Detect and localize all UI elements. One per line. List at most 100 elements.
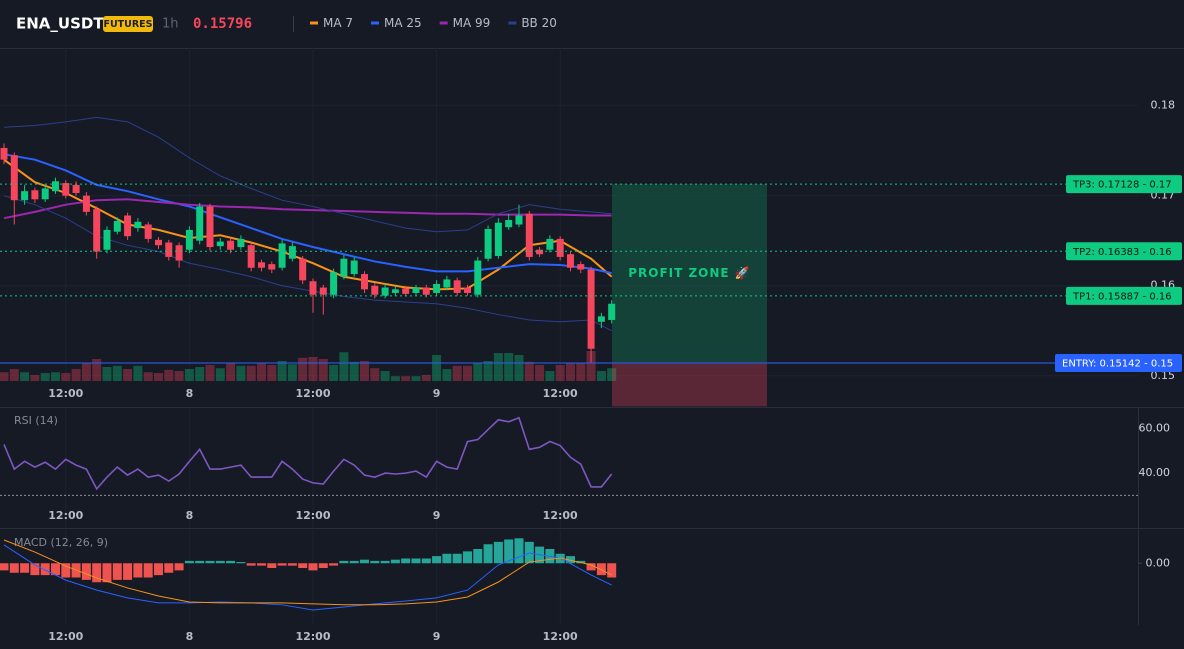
candle-body	[350, 260, 358, 275]
x-tick-label: 8	[186, 509, 194, 522]
candle-body	[237, 238, 245, 248]
volume-bar	[359, 361, 369, 381]
candle-body	[402, 288, 410, 294]
badge: FUTURES	[103, 19, 152, 30]
volume-bar	[390, 376, 400, 381]
histogram-bar	[205, 560, 215, 564]
volume-bar	[596, 371, 606, 381]
histogram-bar	[267, 563, 277, 568]
histogram-bar	[246, 563, 256, 566]
volume-bar	[205, 365, 215, 381]
candle-body	[31, 190, 39, 200]
level-tag	[1066, 175, 1182, 194]
histogram-bar	[123, 563, 133, 580]
histogram-bar	[30, 563, 40, 576]
histogram-bar	[504, 539, 514, 564]
volume-bar	[236, 365, 246, 381]
volume-bar	[143, 372, 153, 381]
histogram-bar	[390, 559, 400, 564]
histogram-bar	[308, 563, 318, 571]
x-tick-label: 12:00	[543, 509, 578, 522]
candle-body	[587, 269, 595, 349]
candle-body	[10, 155, 18, 201]
histogram-bar	[164, 563, 174, 573]
volume-bar	[411, 376, 421, 381]
y-tick-label: 0.18	[1151, 99, 1176, 112]
histogram-bar	[81, 563, 91, 580]
volume-bar	[102, 367, 112, 381]
candle-body	[247, 245, 255, 268]
histogram-bar	[174, 563, 184, 571]
histogram-bar	[339, 560, 349, 564]
macd-line	[3, 544, 612, 611]
histogram-bar	[442, 553, 452, 564]
y-tick-label: 60.00	[1139, 422, 1171, 435]
histogram-bar	[133, 563, 143, 578]
x-tick-label: 12:00	[295, 630, 330, 643]
level-label: TP3: 0.17128 - 0.17	[1072, 180, 1172, 191]
histogram-bar	[20, 563, 30, 573]
volume-bar	[421, 375, 431, 381]
histogram-bar	[226, 560, 236, 564]
volume-bar	[256, 363, 266, 381]
volume-bar	[586, 351, 596, 381]
candle-body	[154, 239, 162, 246]
candle-body	[360, 274, 368, 290]
volume-bar	[432, 355, 442, 381]
y-tick-label: 0.00	[1146, 556, 1171, 569]
volume-bar	[370, 368, 380, 381]
panel-title: MACD (12, 26, 9)	[14, 536, 108, 549]
candle-body	[484, 229, 492, 259]
histogram-bar	[452, 553, 462, 564]
histogram-bar	[256, 563, 266, 566]
candle-body	[381, 287, 389, 296]
candle-body	[185, 229, 193, 250]
volume-bar	[164, 369, 174, 381]
candle-body	[299, 258, 307, 281]
histogram-bar	[329, 563, 339, 566]
histogram-bar	[195, 560, 205, 564]
volume-bar	[401, 376, 411, 381]
histogram-bar	[0, 563, 9, 571]
legend-label: MA 99	[453, 16, 491, 30]
level-label: ENTRY: 0.15142 - 0.15	[1062, 359, 1173, 370]
volume-bar	[61, 373, 71, 381]
candle-body	[309, 281, 317, 295]
candle-body	[371, 285, 379, 295]
candle-body	[608, 303, 616, 320]
candle-body	[103, 229, 111, 250]
zone-label: PROFIT ZONE 🚀	[628, 266, 751, 280]
histogram-bar	[421, 558, 431, 564]
candle-body	[124, 215, 132, 237]
x-tick-label: 12:00	[543, 630, 578, 643]
candle-body	[546, 238, 554, 250]
volume-bar	[524, 361, 534, 381]
candle-body	[134, 221, 142, 229]
volume-bar	[0, 372, 9, 381]
level-label: TP2: 0.16383 - 0.16	[1072, 247, 1172, 258]
x-tick-label: 9	[433, 630, 441, 643]
histogram-bar	[576, 560, 586, 564]
histogram-bar	[370, 560, 380, 564]
volume-bar	[246, 365, 256, 381]
volume-bar	[318, 359, 328, 381]
volume-bar	[277, 361, 287, 381]
candle-body	[463, 287, 471, 293]
histogram-bar	[607, 563, 617, 578]
candle-body	[144, 224, 152, 239]
histogram-bar	[298, 563, 308, 568]
volume-bar	[267, 365, 277, 381]
histogram-bar	[401, 558, 411, 564]
histogram-bar	[143, 563, 153, 578]
candle-body	[227, 240, 235, 250]
candle-body	[515, 215, 523, 225]
rsi-line	[3, 416, 613, 491]
level-label: TP1: 0.15887 - 0.16	[1072, 291, 1172, 302]
histogram-bar	[184, 560, 194, 564]
volume-bar	[483, 361, 493, 381]
histogram-bar	[596, 563, 606, 576]
x-tick-label: 12:00	[295, 387, 330, 400]
candle-body	[391, 289, 399, 293]
histogram-bar	[432, 556, 442, 564]
